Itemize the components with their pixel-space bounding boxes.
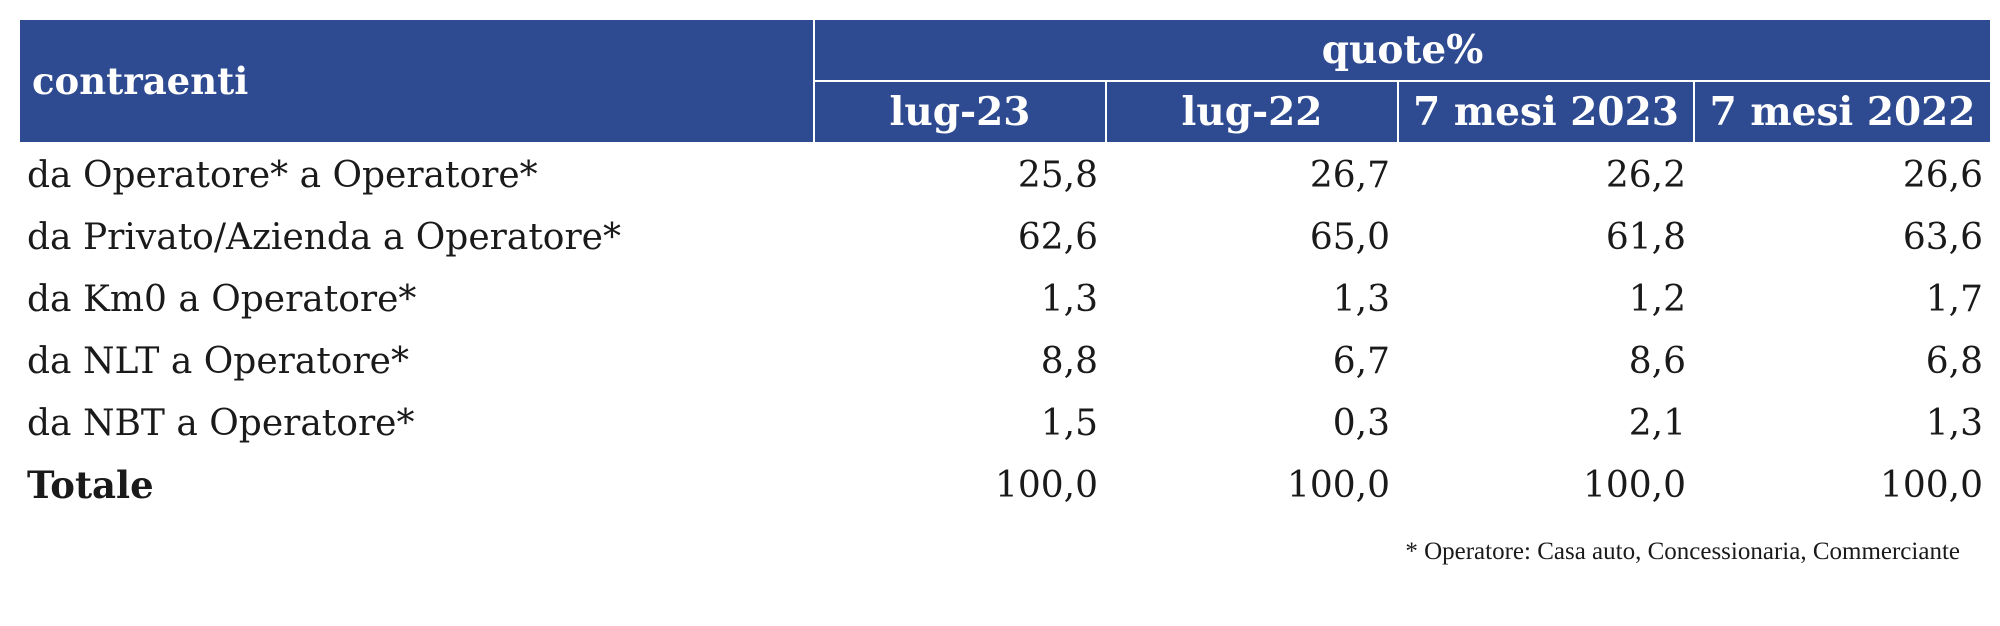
- cell-value: 1,7: [1925, 278, 1984, 320]
- cell-value: 6,8: [1925, 340, 1984, 382]
- cell-value: 8,8: [1040, 340, 1098, 382]
- cell-value: 1,3: [1040, 278, 1098, 320]
- cell-value: 65,0: [1309, 216, 1390, 258]
- table-row-total: Totale 100,0 100,0 100,0 100,0: [19, 454, 1991, 516]
- market-share-table-container: contraenti quote% lug-23 lug-22 7 mesi 2…: [18, 18, 1993, 516]
- row-label: da NLT a Operatore*: [27, 340, 409, 382]
- cell-value-total: 100,0: [1582, 464, 1686, 506]
- cell-value: 62,6: [1017, 216, 1098, 258]
- cell-value-total: 100,0: [1286, 464, 1390, 506]
- cell-value-total: 100,0: [994, 464, 1098, 506]
- cell-value: 6,7: [1332, 340, 1390, 382]
- cell-value: 1,2: [1628, 278, 1686, 320]
- table-body: da Operatore* a Operatore* 25,8 26,7 26,…: [19, 143, 1991, 516]
- cell-value: 1,5: [1040, 402, 1098, 444]
- table-row: da NLT a Operatore* 8,8 6,7 8,6 6,8: [19, 330, 1991, 392]
- header-row-columns: lug-23 lug-22 7 mesi 2023 7 mesi 2022: [19, 80, 1993, 144]
- cell-value: 0,3: [1332, 402, 1390, 444]
- cell-value: 1,3: [1925, 402, 1984, 444]
- footnote: * Operatore: Casa auto, Concessionaria, …: [1405, 538, 1960, 565]
- cell-value: 25,8: [1017, 154, 1098, 196]
- cell-value-total: 100,0: [1879, 464, 1984, 506]
- header-col-lug-23: lug-23: [813, 80, 1107, 144]
- header-contraenti: contraenti: [18, 18, 815, 144]
- cell-value: 1,3: [1332, 278, 1390, 320]
- cell-value: 63,6: [1902, 216, 1984, 258]
- header-col-lug-22: lug-22: [1105, 80, 1399, 144]
- table-row: da Operatore* a Operatore* 25,8 26,7 26,…: [19, 143, 1991, 206]
- cell-value: 26,6: [1902, 154, 1984, 196]
- header-row-group: contraenti quote%: [18, 18, 1993, 144]
- market-share-table: contraenti quote% lug-23 lug-22 7 mesi 2…: [18, 18, 1993, 516]
- row-label: da Operatore* a Operatore*: [27, 154, 538, 196]
- row-label: da Km0 a Operatore*: [27, 278, 417, 320]
- cell-value: 26,7: [1309, 154, 1390, 196]
- table-row: da NBT a Operatore* 1,5 0,3 2,1 1,3: [19, 392, 1991, 454]
- row-label: da Privato/Azienda a Operatore*: [27, 216, 621, 258]
- cell-value: 2,1: [1628, 402, 1686, 444]
- cell-value: 61,8: [1605, 216, 1686, 258]
- cell-value: 26,2: [1605, 154, 1686, 196]
- header-group-quote: quote%: [812, 18, 1993, 82]
- row-label-total: Totale: [27, 463, 154, 507]
- header-col-7-mesi-2023: 7 mesi 2023: [1397, 80, 1695, 144]
- row-label: da NBT a Operatore*: [27, 402, 415, 444]
- cell-value: 8,6: [1628, 340, 1686, 382]
- header-col-7-mesi-2022: 7 mesi 2022: [1692, 80, 1993, 144]
- table-header: contraenti quote% lug-23 lug-22 7 mesi 2…: [18, 18, 1993, 144]
- table-row: da Privato/Azienda a Operatore* 62,6 65,…: [19, 206, 1991, 268]
- table-row: da Km0 a Operatore* 1,3 1,3 1,2 1,7: [19, 268, 1991, 330]
